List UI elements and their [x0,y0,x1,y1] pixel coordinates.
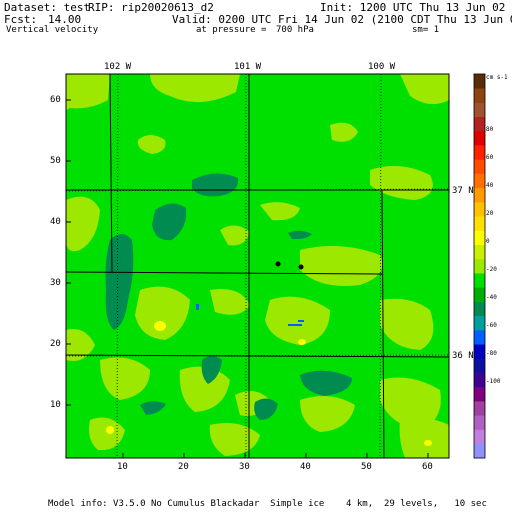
map-panel [65,73,450,459]
colorbar-swatch [474,344,485,359]
fcst-label: Fcst: [4,13,38,26]
colorbar-swatch [474,230,485,245]
dataset-label: Dataset: test [4,1,91,14]
colorbar-swatch [474,401,485,416]
colorbar-swatch [474,429,485,445]
x-tick-label: 50 [361,462,372,472]
colorbar-label: 60 [486,154,494,161]
y-tick-label: 20 [50,339,61,349]
lat-lon-grid [65,73,450,459]
y-tick-label: 40 [50,217,61,227]
colorbar-swatch [474,258,485,274]
longitude-label-101w: 101 W [234,62,262,72]
colorbar-label: 40 [486,182,494,189]
pressure-label: at pressure = [196,25,267,35]
latitude-label-36n: 36 N [452,351,474,361]
blue-marks [196,304,304,326]
model-info: Model info: V3.5.0 No Cumulus Blackadar … [48,499,487,509]
colorbar-swatch [474,145,485,160]
x-tick-label: 40 [300,462,311,472]
fcst-value: 14.00 [48,13,82,26]
y-tick-label: 60 [50,95,61,105]
x-tick-label: 10 [117,462,128,472]
colorbar-label: -40 [486,294,497,301]
colorbar-swatch [474,301,485,317]
colorbar-swatch [474,187,485,203]
state-boundaries [65,73,450,459]
colorbar-swatch [474,386,485,402]
station-dot [275,261,281,267]
longitude-label-102w: 102 W [104,62,132,72]
colorbar-swatch [474,116,485,132]
map-frame [65,73,450,459]
colorbar-swatch [474,74,485,89]
rip-label: RIP: rip20020613_d2 [88,1,214,14]
colorbar-swatch [474,102,485,117]
colorbar-label: 0 [486,238,490,245]
longitude-label-100w: 100 W [368,62,396,72]
colorbar-swatch [474,159,485,174]
positive-contour-patches [66,74,449,458]
station-dot [298,264,304,270]
colorbar-label: -100 [486,378,501,385]
colorbar-swatch [474,358,485,373]
negative-contour-patches [105,173,352,420]
colorbar-swatch [474,88,485,103]
smoothing-label: sm= 1 [412,25,440,35]
colorbar-swatch [474,287,485,302]
pressure-value: 700 hPa [276,25,314,35]
colorbar-swatch [474,273,485,288]
colorbar-label: -20 [486,266,497,273]
yellow-maxima [106,321,432,446]
colorbar-swatch [474,244,485,260]
colorbar-label: 80 [486,126,494,133]
colorbar-label: -60 [486,322,497,329]
colorbar-swatch [474,216,485,231]
colorbar-swatch [474,443,485,459]
colorbar-swatch [474,330,485,345]
colorbar-swatch [474,372,485,388]
colorbar-swatch [474,173,485,189]
colorbar-swatch [474,315,485,331]
y-tick-label: 10 [50,400,61,410]
colorbar-unit-label: cm s-1 [486,74,508,81]
colorbar-swatch [474,130,485,146]
y-tick-label: 30 [50,278,61,288]
x-tick-label: 30 [239,462,250,472]
x-tick-label: 20 [178,462,189,472]
colorbar-swatch [474,202,485,217]
axis-ticks [66,99,429,458]
init-label: Init: 1200 UTC Thu 13 Jun 02 [320,1,506,14]
color-bar [473,73,486,459]
field-label: Vertical velocity [6,25,99,35]
latitude-label-37n: 37 N [452,186,474,196]
colorbar-swatch [474,415,485,430]
y-tick-label: 50 [50,156,61,166]
colorbar-label: -80 [486,350,497,357]
valid-label: Valid: 0200 UTC Fri 14 Jun 02 (2100 CDT … [172,13,512,26]
x-tick-label: 60 [422,462,433,472]
colorbar-label: 20 [486,210,494,217]
